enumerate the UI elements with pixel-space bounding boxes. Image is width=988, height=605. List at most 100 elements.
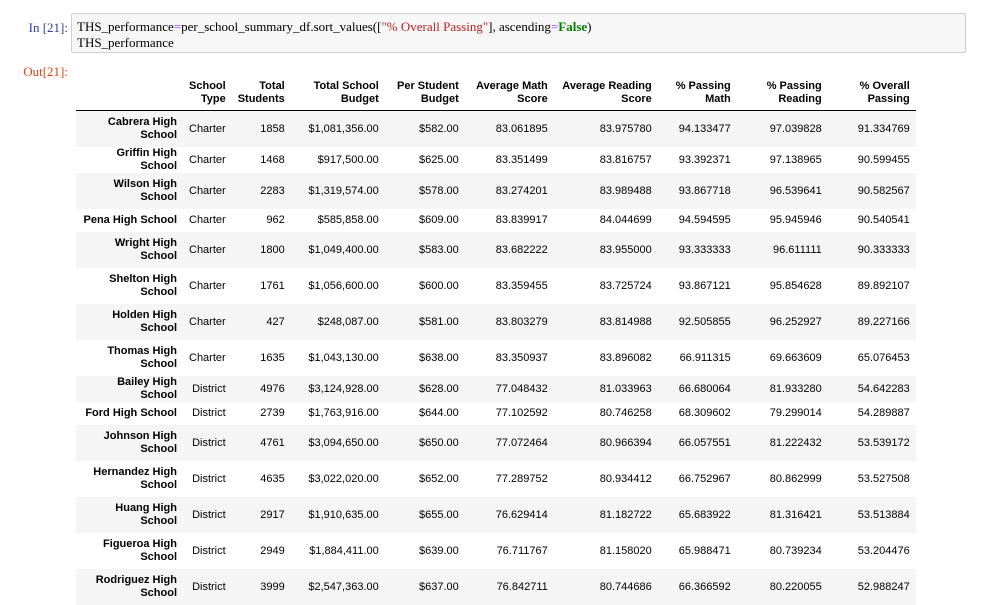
- cell-passing-reading: 96.252927: [769, 315, 822, 328]
- row-index-school: Johnson High School: [103, 429, 177, 455]
- col-header-avg-math: Average Math Score: [464, 74, 554, 111]
- cell-passing-math: 66.366592: [678, 580, 731, 593]
- output-prompt: Out[21]:: [23, 64, 68, 79]
- col-header-passing-reading: % Passing Reading: [736, 74, 828, 111]
- cell-avg-math: 83.359455: [495, 279, 548, 292]
- cell-passing-math: 68.309602: [678, 407, 731, 419]
- cell-overall-passing: 54.642283: [857, 382, 910, 395]
- cell-overall-passing: 90.540541: [857, 214, 910, 226]
- cell-total-budget: $1,043,130.00: [308, 351, 379, 364]
- cell-total-students: 3999: [260, 580, 285, 593]
- code-line-1: THS_performance=per_school_summary_df.so…: [77, 19, 960, 35]
- cell-school-type: Charter: [189, 214, 226, 226]
- table-row: Figueroa High School District 2949 $1,884,4…: [76, 533, 916, 569]
- cell-passing-math: 94.133477: [678, 122, 731, 135]
- cell-avg-math: 83.351499: [495, 153, 548, 166]
- cell-passing-reading: 96.539641: [769, 184, 822, 197]
- cell-total-budget: $1,049,400.00: [308, 243, 379, 256]
- cell-total-budget: $917,500.00: [317, 153, 379, 166]
- cell-school-type: District: [192, 382, 226, 395]
- cell-total-budget: $2,547,363.00: [308, 580, 379, 593]
- cell-school-type: District: [192, 544, 226, 557]
- table-row: Cabrera High School Charter 1858 $1,081,356…: [76, 110, 916, 147]
- table-row: Huang High School District 2917 $1,910,635.…: [76, 496, 916, 533]
- col-header-school-type: School Type: [183, 74, 232, 111]
- cell-total-students: 427: [266, 315, 285, 328]
- row-index-school: Rodriguez High School: [95, 573, 177, 599]
- cell-overall-passing: 89.892107: [857, 279, 910, 292]
- cell-avg-reading: 81.033963: [599, 382, 652, 395]
- table-row: Wright High School Charter 1800 $1,049,400.…: [76, 231, 916, 268]
- cell-total-students: 1800: [260, 243, 285, 256]
- cell-total-budget: $3,124,928.00: [308, 382, 379, 395]
- cell-school-type: Charter: [189, 153, 226, 166]
- dataframe-table: School Type Total Students Total School Bud…: [76, 74, 916, 605]
- cell-per-student-budget: $581.00: [418, 315, 459, 328]
- cell-avg-reading: 80.746258: [599, 407, 652, 419]
- cell-per-student-budget: $578.00: [418, 184, 459, 197]
- cell-passing-math: 93.392371: [678, 153, 731, 166]
- cell-avg-reading: 83.816757: [599, 153, 652, 166]
- cell-passing-math: 94.594595: [678, 214, 731, 226]
- cell-avg-reading: 83.814988: [599, 315, 652, 328]
- table-row: Griffin High School Charter 1468 $917,500.0…: [76, 147, 916, 173]
- cell-passing-math: 93.867121: [678, 279, 731, 292]
- cell-avg-math: 77.072464: [495, 436, 548, 449]
- cell-per-student-budget: $582.00: [418, 122, 459, 135]
- row-index-school: Huang High School: [115, 501, 177, 527]
- col-header-avg-reading: Average Reading Score: [553, 74, 658, 111]
- row-index-school: Bailey High School: [117, 375, 177, 401]
- table-row: Pena High School Charter 962 $585,858.00 $60…: [76, 209, 916, 232]
- cell-overall-passing: 53.513884: [857, 508, 910, 521]
- cell-total-students: 4976: [260, 382, 285, 395]
- cell-avg-reading: 81.158020: [599, 544, 652, 557]
- cell-avg-reading: 81.182722: [599, 508, 652, 521]
- cell-avg-reading: 84.044699: [599, 214, 652, 226]
- cell-passing-reading: 97.138965: [769, 153, 822, 166]
- cell-total-budget: $248,087.00: [317, 315, 379, 328]
- code-cell[interactable]: THS_performance=per_school_summary_df.so…: [71, 13, 966, 53]
- cell-passing-reading: 81.222432: [769, 436, 822, 449]
- row-index-school: Hernandez High School: [93, 465, 177, 491]
- cell-passing-reading: 80.220055: [769, 580, 822, 593]
- cell-school-type: District: [192, 472, 226, 485]
- col-header-overall-passing: % Overall Passing: [827, 74, 916, 111]
- row-index-school: Ford High School: [85, 406, 177, 419]
- cell-per-student-budget: $609.00: [418, 214, 459, 226]
- cell-avg-math: 76.711767: [496, 544, 548, 557]
- cell-passing-reading: 79.299014: [769, 407, 822, 419]
- table-row: Shelton High School Charter 1761 $1,056,600…: [76, 268, 916, 304]
- cell-avg-math: 83.839917: [495, 214, 548, 226]
- code-end: ): [587, 19, 592, 34]
- cell-total-budget: $3,022,020.00: [308, 472, 379, 485]
- cell-overall-passing: 53.204476: [857, 544, 910, 557]
- col-header-per-student-budget: Per Student Budget: [384, 74, 465, 111]
- row-index-school: Pena High School: [83, 213, 177, 226]
- cell-total-students: 2283: [260, 184, 285, 197]
- cell-total-budget: $1,884,411.00: [309, 544, 379, 557]
- cell-passing-reading: 97.039828: [769, 122, 822, 135]
- row-index-school: Holden High School: [112, 308, 177, 334]
- cell-total-budget: $1,056,600.00: [308, 279, 379, 292]
- cell-avg-math: 77.289752: [495, 472, 548, 485]
- cell-total-students: 2917: [260, 508, 285, 521]
- table-row: Ford High School District 2739 $1,763,916.0…: [76, 402, 916, 425]
- row-index-school: Wright High School: [114, 236, 177, 262]
- cell-avg-math: 77.048432: [495, 382, 548, 395]
- row-index-school: Griffin High School: [116, 146, 178, 172]
- cell-school-type: Charter: [189, 315, 226, 328]
- cell-school-type: Charter: [189, 279, 226, 292]
- col-header-total-budget: Total School Budget: [290, 74, 385, 111]
- cell-total-budget: $1,319,574.00: [308, 184, 379, 197]
- cell-overall-passing: 89.227166: [857, 315, 910, 328]
- cell-total-budget: $1,763,916.00: [308, 407, 379, 419]
- cell-total-budget: $3,094,650.00: [308, 436, 379, 449]
- cell-avg-math: 76.842711: [496, 580, 548, 593]
- cell-passing-reading: 80.739234: [769, 544, 822, 557]
- table-row: Thomas High School Charter 1635 $1,043,130.…: [76, 340, 916, 376]
- cell-per-student-budget: $600.00: [418, 279, 459, 292]
- cell-overall-passing: 90.333333: [857, 243, 910, 256]
- code-keyword: False: [558, 19, 588, 34]
- cell-avg-math: 83.274201: [495, 184, 548, 197]
- cell-overall-passing: 52.988247: [857, 580, 910, 593]
